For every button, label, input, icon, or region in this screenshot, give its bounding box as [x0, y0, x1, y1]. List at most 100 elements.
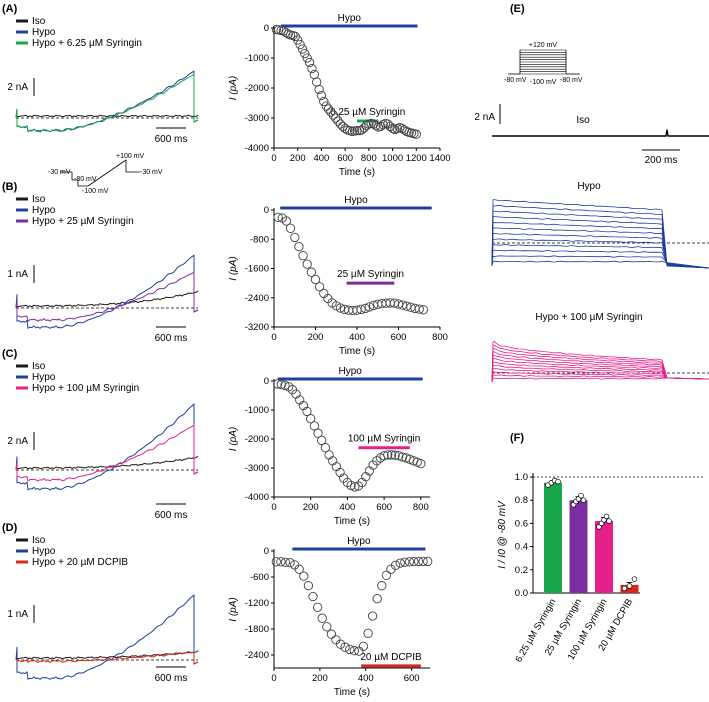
data-point [271, 557, 281, 567]
data-point [402, 301, 412, 311]
data-point [333, 116, 343, 126]
trace-drug [15, 73, 199, 133]
data-point [372, 594, 382, 604]
x-tick-label: 600 [391, 332, 407, 343]
x-tick-label: 800 [413, 502, 429, 513]
data-point [349, 646, 359, 656]
data-point [307, 63, 317, 74]
bar [544, 482, 562, 593]
data-point [368, 119, 379, 129]
data-point [418, 305, 429, 315]
x-axis-title: Time (s) [334, 687, 370, 698]
legend-entry: Hypo + 6.25 µM Syringin [32, 38, 142, 49]
data-point [631, 576, 638, 582]
y-tick-label: 1.0 [515, 472, 528, 483]
panel-label: (A) [2, 3, 18, 15]
panel-label: (F) [510, 432, 524, 444]
y-tick-label: -3200 [245, 322, 269, 333]
legend-entry: Hypo + 20 µM DCPIB [32, 557, 128, 568]
x-tick-label: 400 [339, 502, 355, 513]
y-tick-label: -1000 [245, 53, 269, 64]
protocol-label: -30 mV [48, 169, 71, 176]
legend-entry: Hypo [32, 546, 56, 557]
data-point [303, 581, 314, 591]
legend-entry: Iso [32, 16, 46, 27]
data-point [314, 84, 324, 95]
data-point [379, 451, 389, 461]
y-tick-label: -3000 [245, 463, 269, 474]
data-point [358, 641, 369, 651]
trace-drug [15, 652, 199, 665]
x-tick-label: 0 [271, 673, 276, 684]
trace-hypo [491, 227, 709, 269]
x-tick-label: 400 [349, 332, 365, 343]
data-point [298, 251, 308, 261]
data-point [353, 481, 364, 491]
protocol-label: +120 mV [529, 42, 558, 49]
data-point [302, 259, 312, 269]
trace-family-label: Hypo + 100 µM Syringin [535, 312, 642, 323]
trace-hypo [15, 403, 199, 491]
trace-hypo [491, 210, 709, 269]
trace-drug [491, 367, 709, 383]
data-point [385, 121, 395, 132]
panel-label: (D) [2, 522, 18, 534]
scale-label-current: 2 nA [7, 436, 28, 447]
data-point [309, 421, 320, 431]
x-tick-label: 400 [313, 153, 329, 164]
data-point [377, 581, 387, 591]
protocol-label: -100 mV [530, 79, 557, 86]
data-point [338, 121, 348, 132]
trace-hypo [15, 254, 199, 329]
trace-drug [491, 354, 709, 383]
trace-family-label: Iso [576, 115, 590, 126]
scale-label-time: 200 ms [645, 155, 678, 166]
trace-iso [15, 114, 199, 118]
data-point [313, 428, 323, 438]
data-point [273, 212, 283, 222]
y-tick-label: -1800 [245, 624, 269, 635]
data-point [418, 556, 428, 567]
y-tick-label: -4000 [245, 143, 269, 154]
protocol-label: -80 mV [504, 77, 527, 84]
drug-bar-label: 20 µM DCPIB [360, 652, 422, 663]
data-point [357, 477, 367, 488]
trace-hypo [491, 221, 709, 269]
data-point [294, 564, 304, 574]
data-point [304, 57, 315, 68]
y-tick-label: -2000 [245, 83, 269, 94]
data-point [276, 557, 286, 567]
data-point [397, 123, 407, 134]
y-tick-label: -800 [250, 234, 269, 245]
data-point [383, 450, 393, 460]
x-axis-title: Time (s) [334, 516, 370, 527]
trace-drug [491, 341, 709, 383]
data-point [606, 518, 612, 524]
data-point [345, 644, 355, 655]
data-point [335, 303, 346, 313]
data-point [363, 628, 373, 638]
y-tick-label: 0.4 [515, 542, 528, 553]
x-tick-label: 400 [358, 673, 374, 684]
legend-entry: Iso [32, 194, 46, 205]
trace-drug [491, 371, 709, 383]
scale-label-time: 600 ms [155, 673, 188, 684]
trace-drug [491, 358, 709, 383]
data-point [306, 414, 316, 424]
data-point [295, 39, 305, 50]
x-tick-label: 0 [271, 502, 276, 513]
data-point [319, 96, 329, 107]
data-point [323, 104, 334, 114]
data-point [285, 223, 296, 233]
data-point [413, 556, 424, 567]
drug-bar-label: 25 µM Syringin [337, 269, 404, 280]
data-point [335, 639, 346, 649]
y-tick-label: -2400 [245, 293, 269, 304]
y-tick-label: -2400 [245, 650, 269, 661]
data-point [290, 232, 300, 243]
trace-drug [15, 424, 199, 482]
panel-label: (C) [2, 348, 18, 360]
data-point [316, 90, 327, 101]
legend-entry: Iso [32, 535, 46, 546]
panel-label: (E) [510, 3, 525, 15]
